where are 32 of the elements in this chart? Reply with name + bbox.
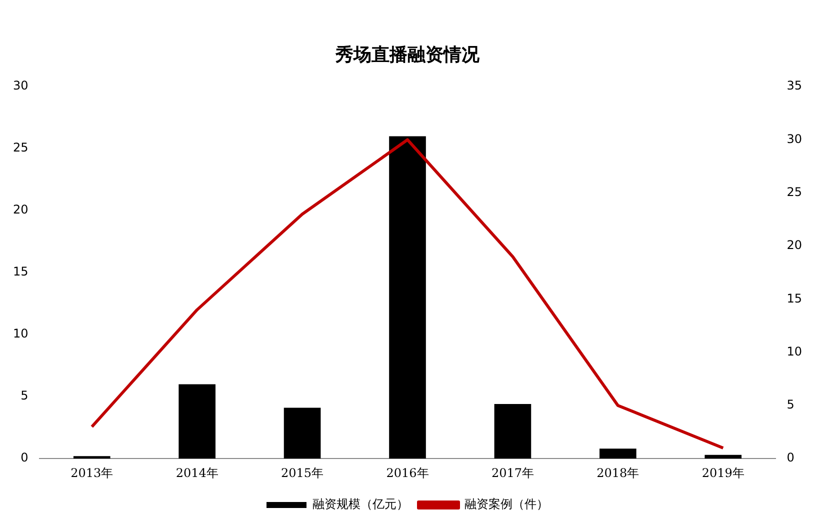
x-tick-label: 2019年 [702,466,744,480]
x-tick-label: 2018年 [596,466,640,480]
x-tick-label: 2014年 [176,466,218,480]
y-tick-label: 30 [12,78,28,93]
y2-tick-label: 30 [786,132,802,146]
legend-label: 融资规模（亿元） [312,497,408,512]
y-tick-label: 5 [20,388,28,403]
y-tick-label: 0 [20,450,28,465]
legend-label: 融资案例（件） [464,497,548,512]
bar [284,408,321,459]
y2-tick-label: 10 [786,344,802,358]
y2-tick-label: 0 [786,450,794,465]
y-tick-label: 15 [12,264,28,279]
y2-tick-label: 20 [786,238,802,252]
bar [178,384,216,459]
x-tick-label: 2015年 [281,466,324,480]
y2-tick-label: 35 [786,78,802,93]
x-tick-label: 2013年 [70,466,114,480]
y-tick-label: 20 [12,202,28,217]
x-tick-label: 2017年 [491,466,534,480]
bar [73,456,110,459]
y2-tick-label: 25 [786,185,802,200]
bar [600,448,636,459]
bar [704,454,742,459]
y-tick-label: 25 [12,140,28,155]
y2-tick-label: 15 [786,291,802,306]
x-tick-label: 2016年 [386,466,429,480]
y2-tick-label: 5 [786,398,794,412]
bar [389,136,426,459]
chart-title: 秀场直播融资情况 [334,44,480,66]
bar [494,404,532,459]
y-tick-label: 10 [12,326,28,341]
